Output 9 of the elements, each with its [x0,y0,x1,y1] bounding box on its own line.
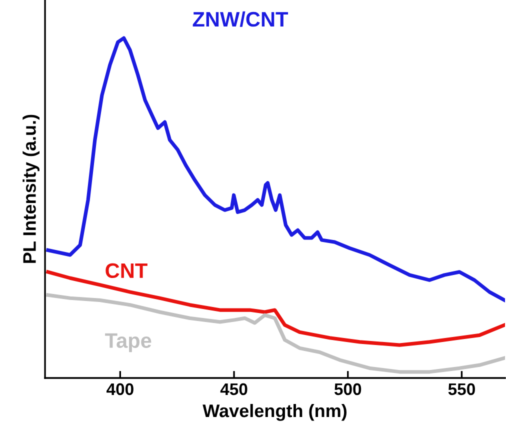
y-axis-title: PL Intensity (a.u.) [22,114,40,263]
x-tick-label: 400 [106,383,134,396]
x-tick-label: 500 [334,383,362,396]
series-label: CNT [106,263,148,278]
x-axis-title: Wavelength (nm) [202,404,347,421]
x-tick-label: 450 [220,383,248,396]
x-tick-label: 550 [448,383,475,396]
text: ZNW/CNT [192,11,288,27]
series-label: Tape [105,333,152,352]
